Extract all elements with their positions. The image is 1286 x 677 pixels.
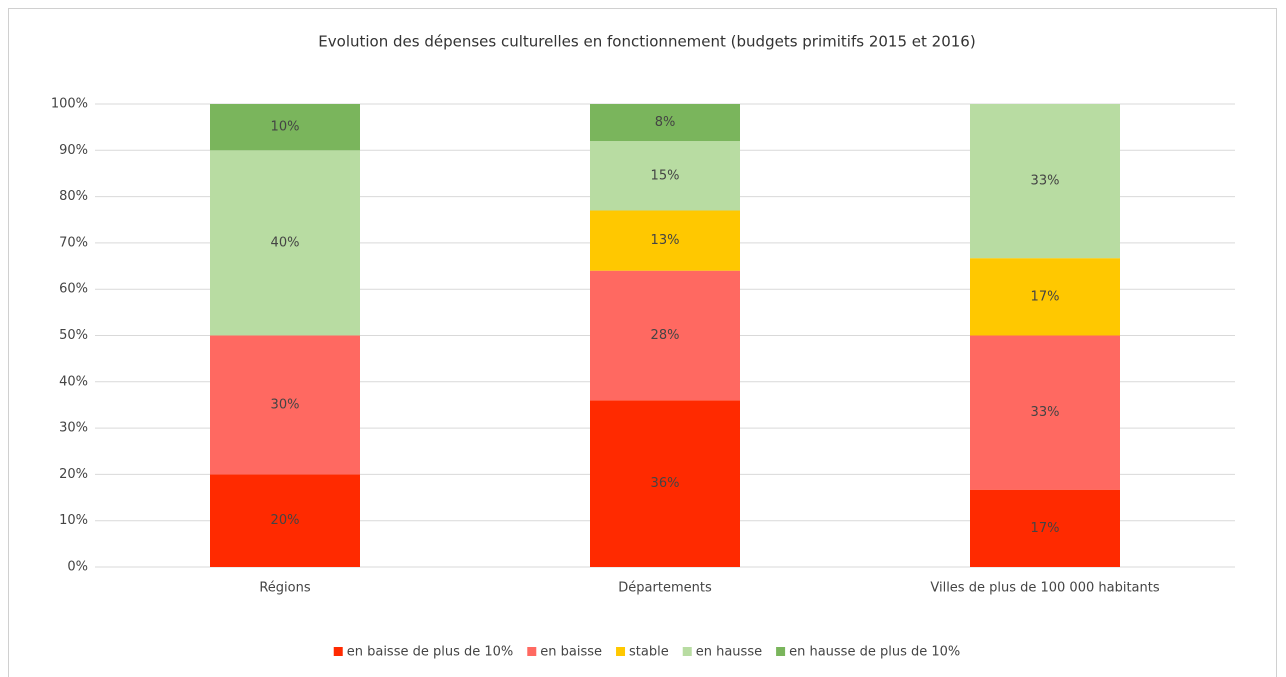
x-tick-label: Départements <box>618 581 712 596</box>
y-tick-label: 10% <box>59 513 88 528</box>
chart-title: Evolution des dépenses culturelles en fo… <box>318 33 975 51</box>
y-tick-label: 50% <box>59 328 88 343</box>
data-label: 15% <box>651 168 680 183</box>
legend-label: en baisse de plus de 10% <box>347 645 514 660</box>
bar-segment <box>590 141 740 211</box>
data-label: 33% <box>1031 174 1060 189</box>
y-tick-label: 90% <box>59 143 88 158</box>
data-label: 17% <box>1031 289 1060 304</box>
y-tick-label: 20% <box>59 467 88 482</box>
bar-segment <box>970 335 1120 490</box>
legend-swatch <box>616 647 626 656</box>
bar-segment <box>970 258 1120 336</box>
data-label: 13% <box>651 233 680 248</box>
bar-segment <box>590 210 740 271</box>
y-tick-label: 80% <box>59 189 88 204</box>
legend-swatch <box>333 647 343 656</box>
bar-segment <box>210 104 360 151</box>
bar-segment <box>210 474 360 567</box>
bar-segment <box>590 270 740 401</box>
legend-swatch <box>682 647 692 656</box>
legend-swatch <box>776 647 786 656</box>
legend-label: en baisse <box>540 645 602 660</box>
bar-segment <box>210 150 360 336</box>
y-tick-label: 40% <box>59 374 88 389</box>
y-tick-label: 100% <box>51 97 88 112</box>
bar-segment <box>970 104 1120 259</box>
bar-segment <box>590 400 740 567</box>
data-label: 36% <box>651 476 680 491</box>
x-tick-label: Régions <box>259 581 311 596</box>
y-tick-label: 30% <box>59 421 88 436</box>
legend-swatch <box>527 647 537 656</box>
data-label: 20% <box>271 513 300 528</box>
y-tick-label: 60% <box>59 282 88 297</box>
legend-label: en hausse de plus de 10% <box>789 645 960 660</box>
bar-segment <box>210 335 360 475</box>
legend-label: stable <box>629 645 669 660</box>
y-tick-label: 70% <box>59 235 88 250</box>
y-tick-label: 0% <box>67 560 88 575</box>
data-label: 30% <box>271 397 300 412</box>
data-label: 40% <box>271 235 300 250</box>
data-label: 17% <box>1031 521 1060 536</box>
bar-segment <box>590 104 740 142</box>
data-label: 8% <box>655 115 676 130</box>
data-label: 28% <box>651 328 680 343</box>
data-label: 33% <box>1031 405 1060 420</box>
data-label: 10% <box>271 120 300 135</box>
legend-label: en hausse <box>696 645 762 660</box>
bar-segment <box>970 489 1120 567</box>
x-tick-label: Villes de plus de 100 000 habitants <box>930 581 1159 596</box>
